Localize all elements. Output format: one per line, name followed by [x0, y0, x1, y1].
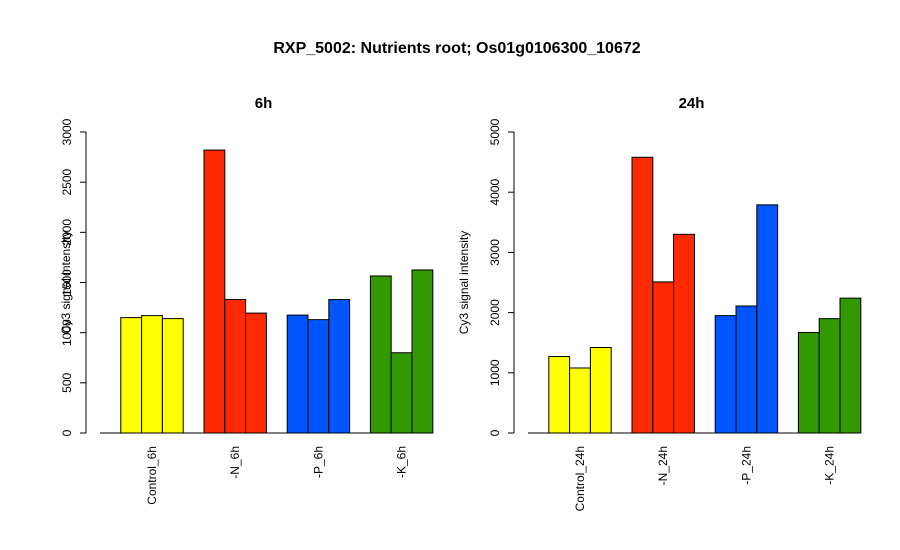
bar--K_6h-2	[390, 352, 413, 434]
chart-panel-24h: 24h Cy3 signal intensity 0 1000 2000 3000 4000…	[457, 95, 862, 511]
panel-title: 6h	[255, 95, 273, 112]
y-tick-label: 1500	[60, 269, 74, 296]
bar--P_6h-1	[286, 314, 309, 434]
category-label: -K_24h	[823, 446, 837, 485]
y-tick-label: 0	[488, 429, 502, 436]
y-tick-label: 1000	[60, 319, 74, 346]
figure-title: RXP_5002: Nutrients root; Os01g0106300_1…	[273, 40, 640, 57]
category-label: Control_6h	[145, 446, 159, 505]
bar--K_6h-3	[411, 269, 434, 434]
y-tick-label: 3000	[488, 239, 502, 266]
bar--K_24h-1	[797, 331, 820, 434]
bar-Control_6h-1	[120, 317, 143, 434]
bar--P_6h-2	[307, 319, 330, 434]
bar-Control_24h-1	[548, 356, 571, 434]
category-label: -K_6h	[395, 446, 409, 478]
bar--K_24h-3	[839, 297, 862, 434]
category-label: -N_6h	[228, 446, 242, 479]
bar--N_6h-1	[203, 149, 226, 434]
bar-Control_6h-3	[161, 318, 184, 434]
category-label: Control_24h	[573, 446, 587, 511]
category-label: -P_6h	[311, 446, 325, 478]
bar--P_24h-3	[756, 204, 779, 434]
category-label: -N_24h	[656, 446, 670, 485]
y-tick-label: 1000	[488, 359, 502, 386]
bar--N_24h-2	[652, 281, 675, 434]
bar--N_24h-1	[631, 156, 654, 434]
y-tick-label: 5000	[488, 118, 502, 145]
y-tick-label: 500	[60, 373, 74, 393]
bar--K_24h-2	[818, 318, 841, 434]
y-tick-label: 2500	[60, 168, 74, 195]
bar--N_24h-3	[673, 233, 695, 434]
y-tick-label: 4000	[488, 179, 502, 206]
bar--P_6h-3	[328, 299, 351, 434]
y-tick-label: 2000	[488, 299, 502, 326]
y-axis-label: Cy3 signal intensity	[59, 231, 73, 334]
bar--P_24h-2	[735, 305, 758, 434]
bar--N_6h-3	[245, 312, 267, 434]
bar-Control_24h-3	[589, 347, 612, 434]
bar-Control_24h-2	[569, 367, 591, 434]
panel-title: 24h	[679, 95, 705, 112]
y-axis-label: Cy3 signal intensity	[457, 231, 471, 334]
y-tick-label: 2000	[60, 219, 74, 246]
y-tick-label: 0	[60, 429, 74, 436]
y-tick-label: 3000	[60, 118, 74, 145]
chart-panel-6h: 6h Cy3 signal intensity 0 500 1000 1500 2000 25…	[59, 95, 434, 505]
category-label: -P_24h	[739, 446, 753, 485]
bar--P_24h-1	[714, 315, 737, 434]
bar--N_6h-2	[224, 299, 247, 434]
bar-Control_6h-2	[141, 315, 163, 434]
bar--K_6h-1	[369, 275, 392, 434]
